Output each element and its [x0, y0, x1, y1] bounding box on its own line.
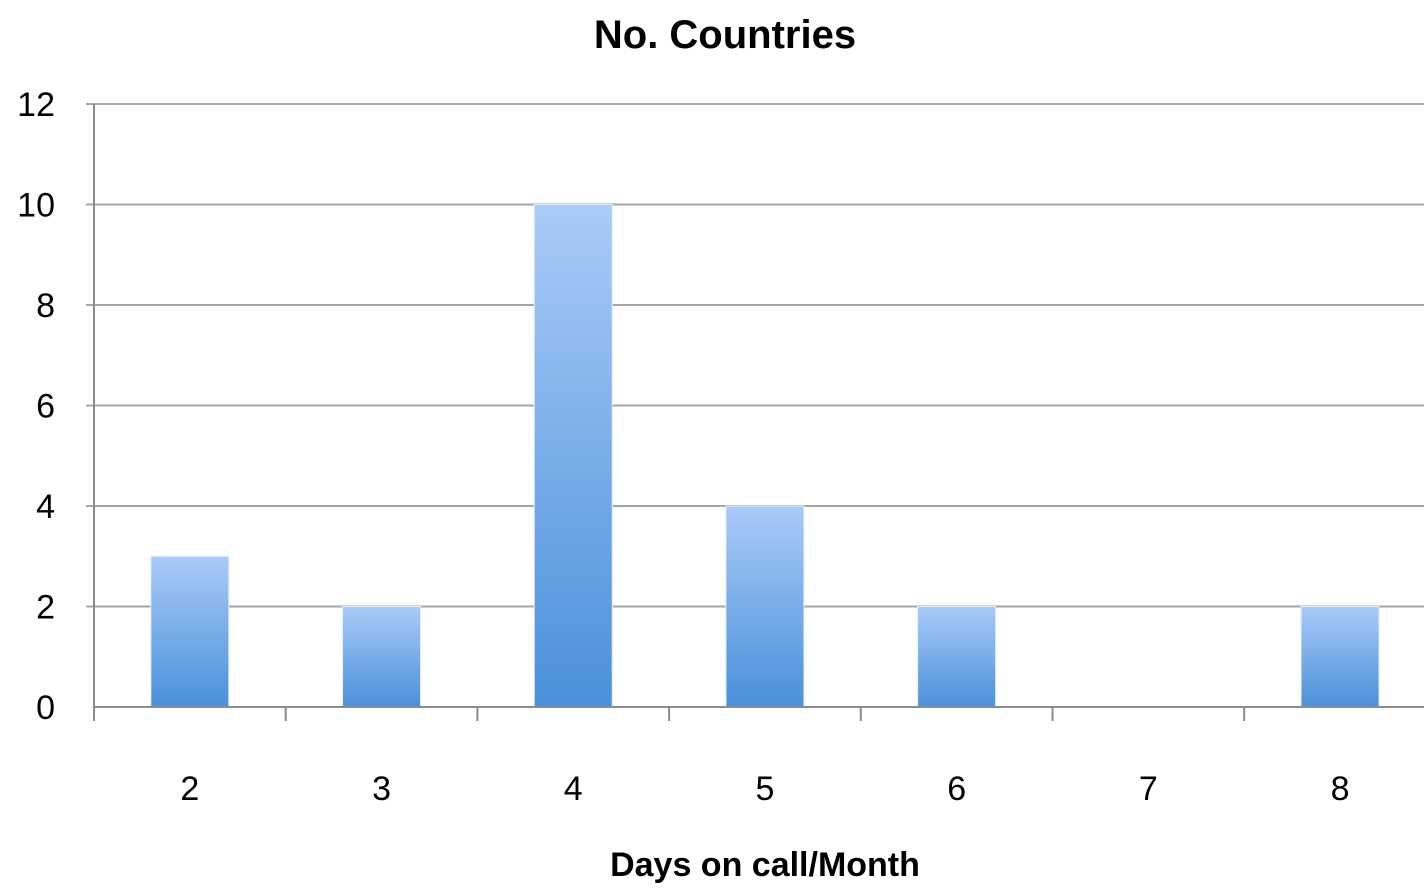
y-tick-label-10: 10 — [17, 187, 55, 225]
bar-5 — [725, 505, 805, 708]
x-tick-label-6: 6 — [947, 770, 966, 808]
y-tick-labels: 0 2 4 6 8 10 12 — [17, 86, 55, 727]
y-tick-label-8: 8 — [36, 287, 55, 325]
bars — [150, 204, 1380, 708]
x-tick-label-5: 5 — [755, 770, 774, 808]
x-tick-label-3: 3 — [372, 770, 391, 808]
x-tick-label-4: 4 — [564, 770, 583, 808]
y-tick-label-0: 0 — [36, 689, 55, 727]
bar-8 — [1300, 606, 1380, 708]
y-tick-label-4: 4 — [36, 488, 55, 526]
axes — [93, 104, 1424, 721]
bar-4 — [533, 204, 613, 708]
x-axis-label: Days on call/Month — [610, 846, 920, 884]
y-tick-label-6: 6 — [36, 388, 55, 426]
gridlines — [86, 103, 1424, 608]
bar-3 — [342, 606, 422, 708]
x-tick-label-2: 2 — [180, 770, 199, 808]
chart-title: No. Countries — [594, 13, 856, 57]
bar-2 — [150, 555, 230, 708]
bar-6 — [917, 606, 997, 708]
x-tick-labels: 2 3 4 5 6 7 8 — [180, 770, 1349, 808]
x-tick-label-7: 7 — [1139, 770, 1158, 808]
y-tick-label-12: 12 — [17, 86, 55, 124]
y-tick-label-2: 2 — [36, 589, 55, 627]
x-tick-label-8: 8 — [1331, 770, 1350, 808]
